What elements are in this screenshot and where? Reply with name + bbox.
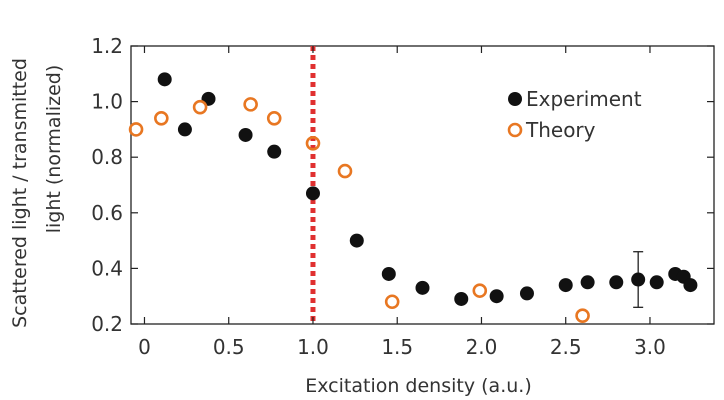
legend-marker-experiment <box>508 92 522 106</box>
theory-point <box>472 283 488 298</box>
x-tick-label: 3.0 <box>634 335 666 359</box>
y-tick-label: 0.8 <box>91 145 123 169</box>
theory-point <box>243 97 258 112</box>
experiment-point <box>580 275 595 290</box>
experiment-point <box>489 289 504 304</box>
theory-point <box>337 163 353 179</box>
theory-point <box>384 294 400 310</box>
x-tick-label: 2.0 <box>466 335 498 359</box>
plot-frame <box>130 45 715 325</box>
y-tick-label: 0.6 <box>91 201 123 225</box>
experiment-point <box>305 186 320 201</box>
x-tick-label: 0.5 <box>213 335 245 359</box>
y-tick-label: 1.2 <box>91 34 123 58</box>
experiment-point <box>454 291 469 306</box>
legend-label-theory: Theory <box>525 118 596 142</box>
experiment-point <box>349 233 364 248</box>
theory-point <box>575 308 590 323</box>
y-tick-label: 0.2 <box>91 312 123 336</box>
x-tick-label: 2.5 <box>550 335 582 359</box>
experiment-point <box>558 278 573 293</box>
x-axis-label: Excitation density (a.u.) <box>305 375 531 397</box>
experiment-point <box>381 266 396 281</box>
y-tick-label: 0.4 <box>91 256 123 280</box>
theory-point <box>154 110 169 126</box>
theory-point <box>305 136 321 151</box>
experiment-point <box>415 280 430 295</box>
experiment-point <box>238 127 253 142</box>
y-axis-label-line2: light (normalized) <box>43 65 65 234</box>
experiment-point <box>519 286 534 301</box>
experiment-point <box>683 278 698 293</box>
experiment-point <box>649 275 664 290</box>
theory-point <box>266 110 282 126</box>
legend-label-experiment: Experiment <box>526 87 642 111</box>
experiment-point <box>631 272 646 287</box>
experiment-point <box>157 72 172 87</box>
experiment-point <box>267 144 282 159</box>
experiment-point <box>177 122 192 137</box>
x-tick-label: 1.5 <box>381 335 413 359</box>
x-tick-label: 0 <box>138 335 151 359</box>
legend-marker-theory <box>507 122 523 138</box>
x-tick-label: 1.0 <box>297 335 329 359</box>
theory-point <box>128 122 144 137</box>
y-tick-label: 1.0 <box>91 90 123 114</box>
experiment-point <box>609 275 624 290</box>
theory-point <box>192 99 208 115</box>
y-axis-label-line1: Scattered light / transmitted <box>9 58 31 328</box>
